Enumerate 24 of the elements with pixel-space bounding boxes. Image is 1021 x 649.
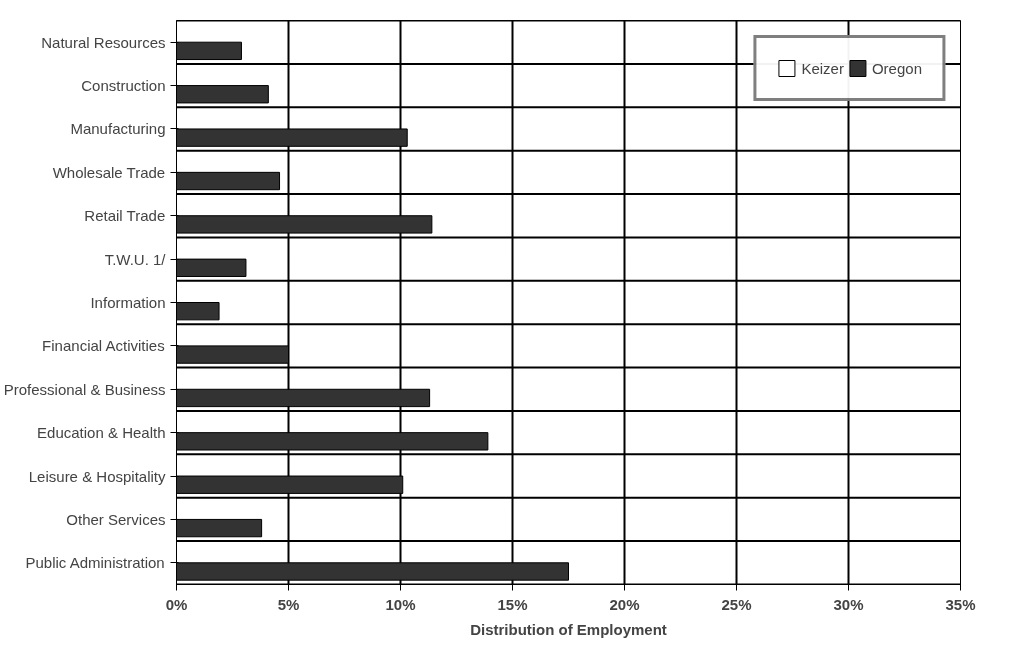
x-axis-title: Distribution of Employment (470, 620, 667, 638)
y-tick-label: Construction (81, 77, 166, 95)
y-tick-label: T.W.U. 1/ (104, 250, 167, 268)
x-tick-label: 5% (277, 595, 300, 613)
x-tick-label: 25% (721, 595, 752, 613)
y-tick-label: Public Administration (25, 554, 165, 572)
y-tick-label: Other Services (66, 510, 166, 528)
x-tick-label: 15% (497, 595, 528, 613)
y-tick-label: Professional & Business (3, 380, 166, 398)
x-tick-label: 20% (609, 595, 640, 613)
y-tick-label: Retail Trade (84, 207, 166, 225)
y-tick-label: Wholesale Trade (52, 163, 166, 181)
x-tick-label: 35% (945, 595, 976, 613)
y-tick-label: Financial Activities (42, 337, 165, 355)
y-tick-label: Education & Health (37, 424, 166, 442)
x-tick-label: 0% (165, 595, 188, 613)
y-tick-label: Natural Resources (41, 33, 166, 51)
legend-label: Oregon (871, 59, 922, 77)
x-tick-label: 10% (385, 595, 416, 613)
x-tick-label: 30% (833, 595, 864, 613)
y-tick-label: Manufacturing (70, 120, 166, 138)
y-tick-label: Information (90, 294, 166, 311)
legend-label: Keizer (801, 59, 844, 77)
y-tick-label: Leisure & Hospitality (28, 467, 166, 485)
